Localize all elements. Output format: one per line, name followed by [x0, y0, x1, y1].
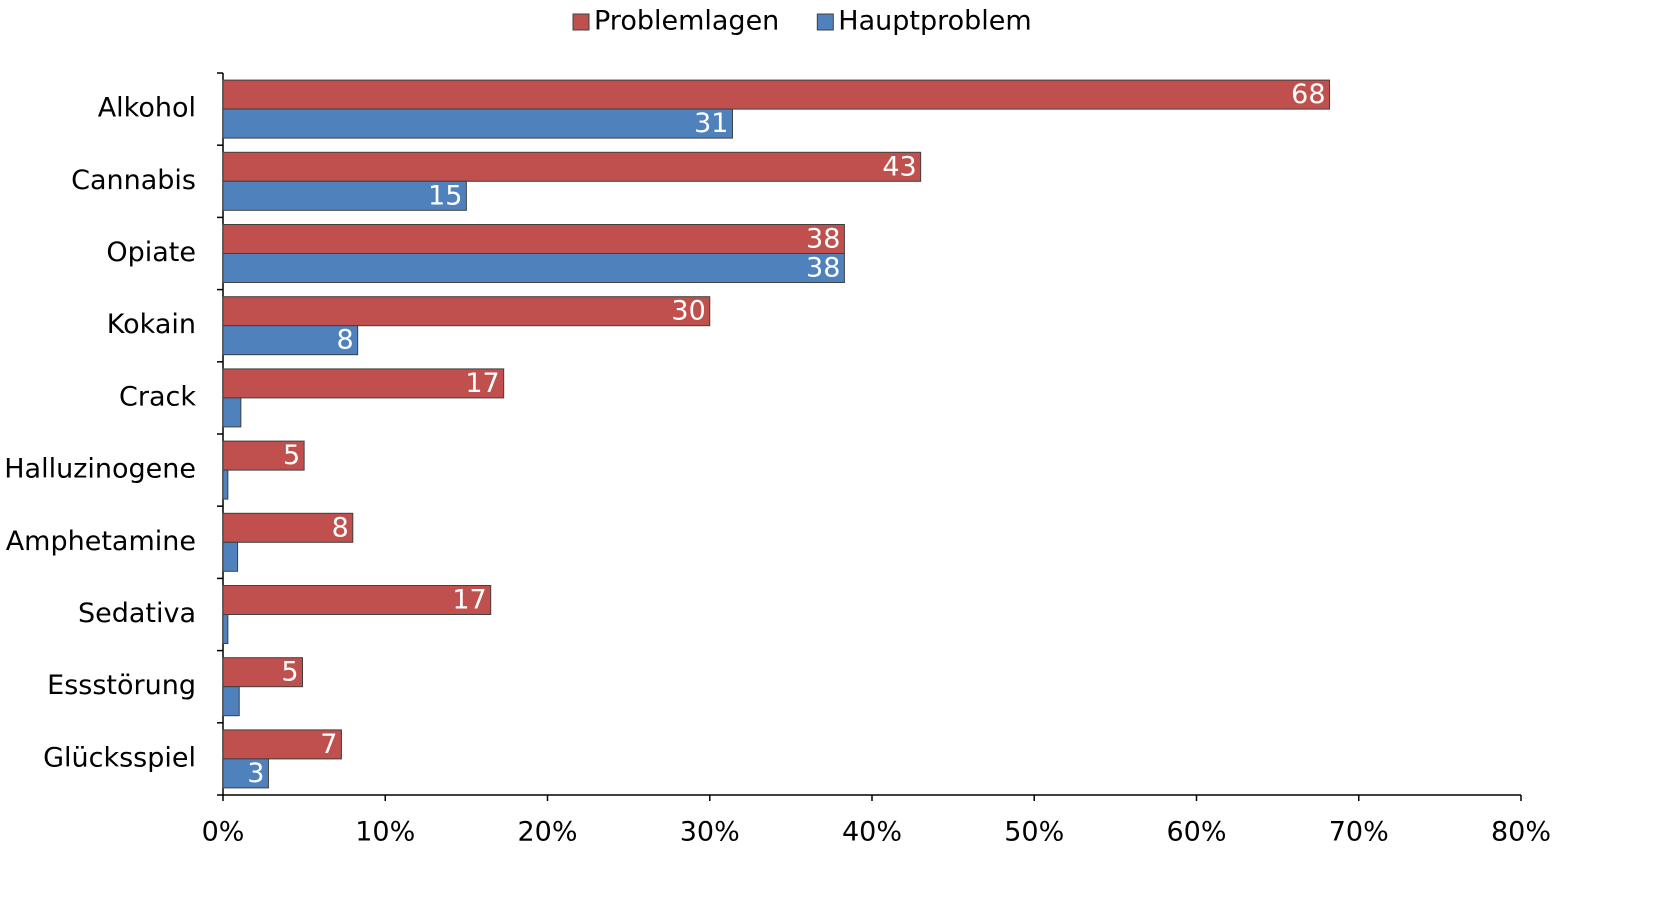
- data-label: 17: [465, 368, 499, 399]
- y-tick-label: Sedativa: [78, 598, 196, 629]
- bar: [222, 657, 304, 688]
- bar: [222, 296, 711, 327]
- x-tick-label: 70%: [1329, 817, 1389, 848]
- y-tick-label: Halluzinogene: [4, 454, 196, 485]
- x-tick-label: 40%: [842, 817, 902, 848]
- bar: [222, 686, 240, 717]
- data-label: 3: [247, 758, 264, 789]
- data-label: 7: [320, 729, 337, 760]
- data-label: 5: [281, 657, 298, 688]
- data-label: 31: [694, 108, 728, 139]
- data-label: 38: [806, 253, 840, 284]
- data-label: 5: [283, 440, 300, 471]
- data-label: 30: [671, 296, 705, 327]
- legend-swatch: [816, 13, 834, 31]
- data-label: 17: [452, 585, 486, 616]
- y-tick-label: Alkohol: [98, 93, 196, 124]
- bar: [222, 758, 269, 789]
- y-tick-label: Crack: [119, 381, 196, 412]
- legend-label: Problemlagen: [594, 6, 779, 37]
- x-tick-label: 50%: [1004, 817, 1064, 848]
- data-label: 8: [336, 325, 353, 356]
- bar: [222, 440, 305, 471]
- data-label: 38: [806, 224, 840, 255]
- y-tick-label: Glücksspiel: [43, 742, 196, 773]
- legend-label: Hauptproblem: [838, 6, 1031, 37]
- bar: [222, 325, 359, 356]
- x-tick-label: 20%: [517, 817, 577, 848]
- y-tick-label: Opiate: [106, 237, 196, 268]
- x-tick-label: 0%: [202, 817, 245, 848]
- y-tick-label: Essstörung: [47, 670, 196, 701]
- legend-swatch: [572, 13, 590, 31]
- bar: [222, 614, 229, 644]
- bar: [222, 397, 242, 428]
- data-label: 15: [428, 180, 462, 211]
- y-tick-label: Cannabis: [71, 165, 196, 196]
- bar: [222, 180, 467, 211]
- y-tick-label: Amphetamine: [6, 526, 196, 557]
- bar: [222, 368, 505, 399]
- y-tick-label: Kokain: [107, 309, 196, 340]
- bar: [222, 469, 229, 500]
- bar: [222, 108, 733, 139]
- x-tick-label: 80%: [1491, 817, 1551, 848]
- data-label: 8: [332, 512, 349, 543]
- bar: [222, 224, 845, 254]
- x-tick-label: 10%: [355, 817, 415, 848]
- bar: [222, 151, 922, 182]
- bar: [222, 541, 239, 572]
- x-tick-label: 30%: [680, 817, 740, 848]
- bar: [222, 729, 342, 760]
- bar: [222, 512, 354, 543]
- data-label: 43: [882, 151, 916, 182]
- data-label: 68: [1291, 79, 1325, 110]
- bar: [222, 585, 492, 615]
- bar: [222, 79, 1331, 110]
- bar: [222, 253, 845, 283]
- x-tick-label: 60%: [1166, 817, 1226, 848]
